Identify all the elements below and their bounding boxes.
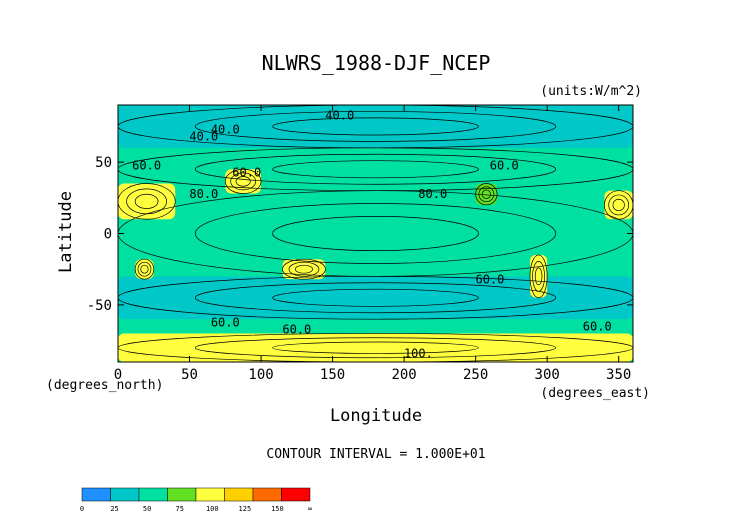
x-axis-title: Longitude [330,406,422,426]
contour-labels: 40.040.040.060.0 60.060.080.0 80.060.060.0… [132,108,612,360]
colorbar-swatch [195,487,225,502]
colorbar-swatch [81,487,111,502]
contour-label: 100. [404,347,433,361]
x-tick-label: 350 [606,367,631,383]
contour-line [534,267,543,286]
contour-label: 60.0 [232,165,261,179]
contour-label: 40.0 [211,123,240,137]
contour-line [118,183,176,220]
contour-line [272,160,479,179]
colorbar-tick-label: 150 [271,505,284,513]
contour-line [118,333,633,362]
y-axis: 50 0 -50 [87,155,633,314]
contour-label: 60.0 [490,158,519,172]
contour-line [224,168,262,194]
contour-label: 60.0 [211,315,240,329]
x-tick-label: 50 [181,367,198,383]
contour-interval-label: CONTOUR INTERVAL = 1.000E+01 [266,447,485,462]
contour-line [478,186,495,203]
contour-line [612,198,625,212]
colorbar-tick-label: 75 [175,505,183,513]
x-tick-label: 150 [320,367,345,383]
contour-line [272,341,479,354]
units-label: (units:W/m^2) [540,84,642,99]
y-unit-label: (degrees_north) [46,378,163,393]
contour-line [288,261,320,277]
contour-line [282,258,326,280]
x-tick-label: 200 [391,367,416,383]
chart-title: NLWRS_1988-DJF_NCEP [262,51,491,75]
y-tick-label: 50 [95,155,112,171]
contour-label: 80.0 [418,187,447,201]
contour-line [481,189,492,199]
contour-line [529,254,548,299]
contour-line [272,288,479,307]
contour-label: 80.0 [189,187,218,201]
contour-line [118,105,633,149]
field-region-tropics [118,190,633,277]
contour-label: 60.0 [282,322,311,336]
colorbar-swatch [224,487,254,502]
contour-line [272,117,479,136]
x-unit-label: (degrees_east) [540,386,650,401]
colorbar-tick-label: 100 [206,505,219,513]
colorbar-tick-label: 25 [110,505,118,513]
contour-line [140,264,149,274]
contour-label: 40.0 [325,108,354,122]
contour-line [475,183,498,206]
contour-line [194,337,557,359]
contour-line [608,194,630,216]
contour-line [194,203,557,264]
contour-line [604,190,633,220]
contour-line [134,258,155,280]
y-tick-label: -50 [87,298,112,314]
colorbar-swatch [110,487,140,502]
contour-line [194,153,557,185]
colorbar-tick-label: 125 [239,505,252,513]
colorbar: 0 25 50 75 100 125 150 ∞ [80,487,312,513]
colorbar-swatch [167,487,197,502]
x-axis: 0 50 100 150 200 250 300 350 [114,105,631,383]
contour-line [194,111,557,142]
colorbar-tick-label: 50 [143,505,151,513]
contour-label: 60.0 [132,158,161,172]
colorbar-tick-label: 0 [80,505,84,513]
contour-label: 40.0 [189,130,218,144]
contour-line [137,261,152,277]
x-tick-label: 100 [248,367,273,383]
contour-line [295,264,313,274]
y-axis-title: Latitude [56,191,76,273]
contour-label: 60.0 [583,320,612,334]
contour-line [194,282,557,314]
contour-line [532,260,545,292]
colorbar-swatch [252,487,282,502]
contour-line [134,193,159,209]
x-tick-label: 300 [535,367,560,383]
x-tick-label: 0 [114,367,122,383]
contour-line [230,172,257,191]
y-tick-label: 0 [104,227,112,243]
colorbar-swatch [281,487,311,502]
contour-line [235,176,251,187]
contour-line [272,216,479,251]
contour-line [118,275,633,320]
contour-lines [118,105,633,362]
contour-label: 60.0 [475,272,504,286]
colorbar-tick-label: ∞ [308,505,312,513]
colorbar-swatch [138,487,168,502]
x-tick-label: 250 [463,367,488,383]
contour-line [126,188,167,215]
